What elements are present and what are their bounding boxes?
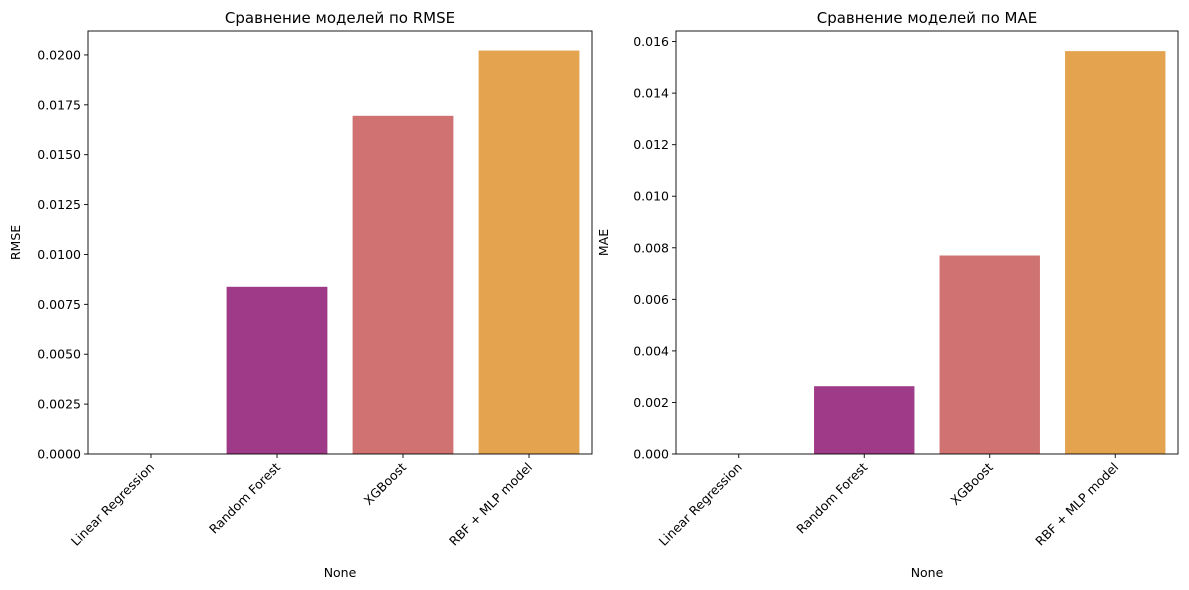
rmse-xtick-label: Random Forest <box>206 459 283 536</box>
mae-bar-xgboost <box>939 255 1040 454</box>
mae-xtick-label: RBF + MLP model <box>1032 460 1121 549</box>
rmse-axes-frame <box>87 30 593 455</box>
rmse-ytick-label: 0.0000 <box>37 447 81 462</box>
rmse-xtick-label: XGBoost <box>361 459 410 508</box>
mae-bar-random-forest <box>814 386 915 454</box>
rmse-ytick-label: 0.0175 <box>37 97 81 112</box>
mae-bar-rbf-mlp-model <box>1065 51 1166 455</box>
mae-ytick-label: 0.010 <box>633 189 669 204</box>
mae-ytick-label: 0.008 <box>633 240 669 255</box>
mae-axes-frame <box>675 30 1179 455</box>
mae-xtick-label: XGBoost <box>947 459 996 508</box>
mae-y-axis-label: MAE <box>596 229 611 256</box>
rmse-ytick-label: 0.0025 <box>37 397 81 412</box>
rmse-y-axis-label: RMSE <box>8 225 23 260</box>
mae-ytick-label: 0.014 <box>633 86 669 101</box>
mae-ytick-label: 0.006 <box>633 292 669 307</box>
rmse-xtick-label: RBF + MLP model <box>446 460 535 549</box>
mae-ytick-label: 0.012 <box>633 137 669 152</box>
mae-ytick-label: 0.002 <box>633 395 669 410</box>
rmse-bar-rbf-mlp-model <box>478 50 580 454</box>
rmse-ytick-label: 0.0050 <box>37 347 81 362</box>
mae-x-axis-label: None <box>911 565 944 580</box>
rmse-chart-title: Сравнение моделей по RMSE <box>225 9 455 27</box>
mae-ytick-label: 0.004 <box>633 343 669 358</box>
rmse-ytick-label: 0.0100 <box>37 247 81 262</box>
rmse-ytick-label: 0.0125 <box>37 197 81 212</box>
mae-ytick-label: 0.016 <box>633 34 669 49</box>
rmse-x-axis-label: None <box>324 565 357 580</box>
mae-xtick-label: Random Forest <box>793 459 870 536</box>
mae-chart-title: Сравнение моделей по MAE <box>817 9 1037 27</box>
rmse-bar-xgboost <box>352 115 454 454</box>
rmse-xtick-label: Linear Regression <box>68 460 157 549</box>
rmse-ytick-label: 0.0200 <box>37 47 81 62</box>
rmse-bar-random-forest <box>226 286 328 454</box>
rmse-ytick-label: 0.0150 <box>37 147 81 162</box>
mae-xtick-label: Linear Regression <box>656 460 745 549</box>
rmse-ytick-label: 0.0075 <box>37 297 81 312</box>
rmse-chart: 0.0000 0.0025 0.0050 0.0075 0.0100 0.0125 0.01… <box>8 9 593 580</box>
mae-chart: 0.000 0.002 0.004 0.006 0.008 0.010 0.012 0.014… <box>596 9 1179 580</box>
mae-ytick-label: 0.000 <box>633 447 669 462</box>
